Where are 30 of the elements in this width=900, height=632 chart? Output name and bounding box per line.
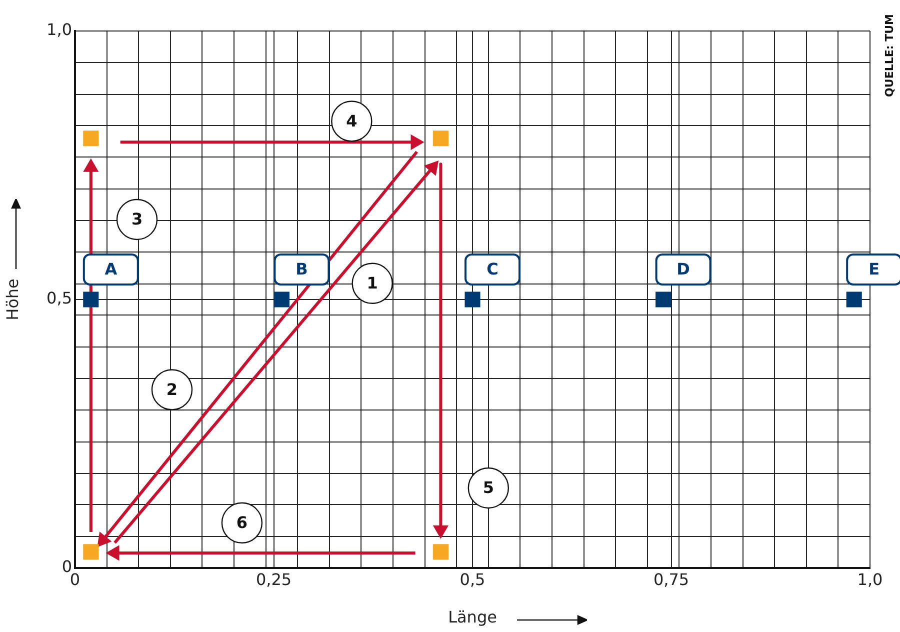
y-axis-title: Höhe <box>2 278 22 320</box>
point <box>464 292 480 308</box>
annotation: 3 <box>131 210 143 229</box>
x-axis-title: Länge <box>448 608 497 627</box>
point <box>274 292 290 308</box>
annotation: 2 <box>166 380 178 399</box>
data-label: B <box>296 260 308 279</box>
y-tick-label: 0 <box>62 557 72 576</box>
data-label: A <box>104 260 118 279</box>
annotation: 4 <box>346 111 358 130</box>
x-tick-label: 0,5 <box>460 570 486 589</box>
point <box>846 292 862 308</box>
point <box>83 544 99 560</box>
annotation: 5 <box>482 478 494 498</box>
point <box>83 292 99 308</box>
data-label: E <box>868 260 880 279</box>
x-tick-label: 1,0 <box>857 570 883 589</box>
y-tick-label: 0,5 <box>46 288 72 308</box>
x-tick-label: 0,25 <box>256 570 292 589</box>
data-label: C <box>486 260 498 279</box>
point <box>432 544 448 560</box>
point <box>656 292 672 308</box>
source-note: QUELLE: TUM <box>882 14 896 97</box>
point <box>83 130 99 146</box>
annotation: 6 <box>236 513 248 532</box>
point <box>432 130 448 146</box>
annotation: 1 <box>366 274 378 293</box>
data-label: D <box>676 260 690 279</box>
y-tick-label: 1,0 <box>46 20 72 40</box>
x-tick-label: 0,75 <box>653 570 690 589</box>
